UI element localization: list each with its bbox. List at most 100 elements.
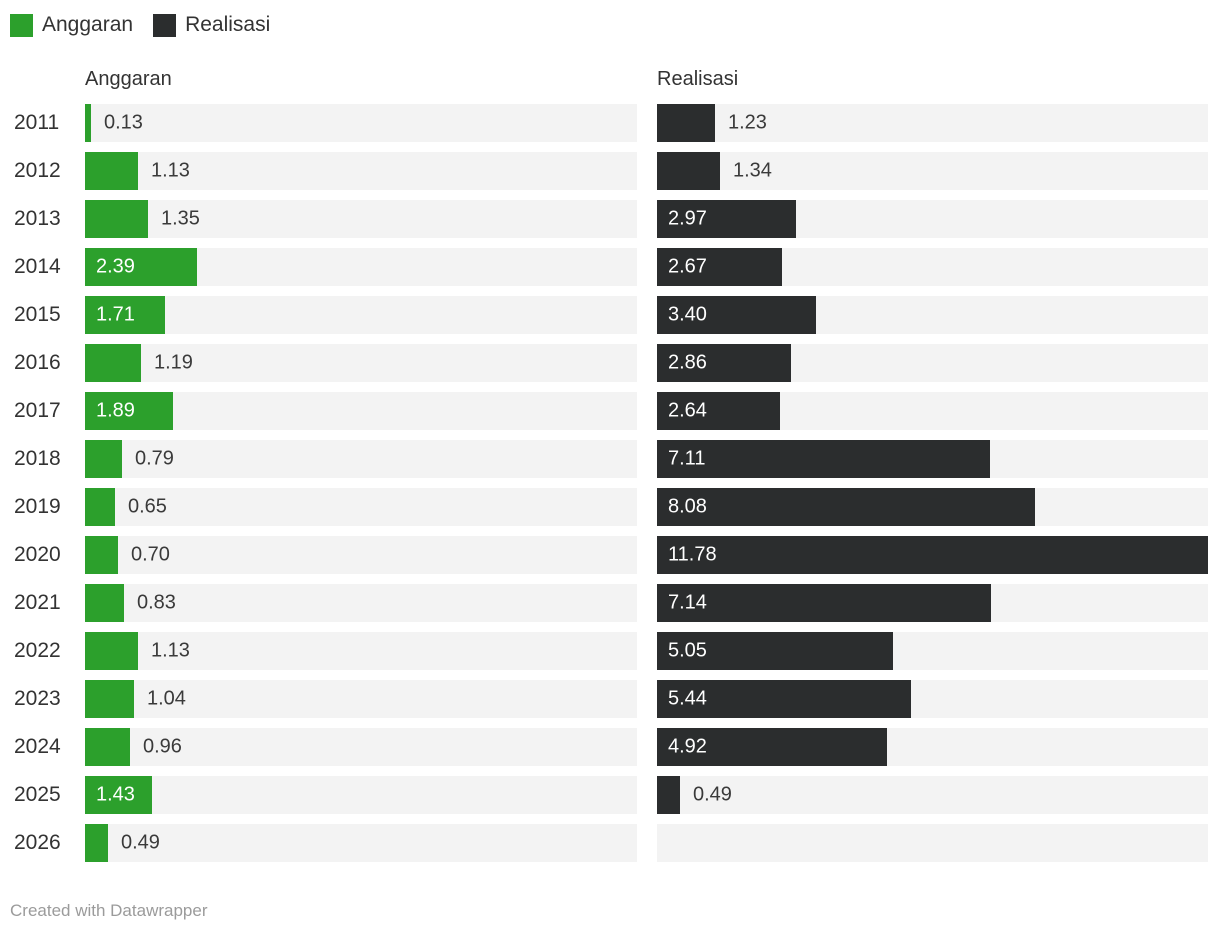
year-label: 2020	[14, 543, 61, 566]
anggaran-value-label: 1.13	[151, 159, 190, 182]
chart-row: 2025 1.43 0.49	[0, 776, 1220, 814]
realisasi-value-label: 0.49	[693, 783, 732, 806]
realisasi-value-label: 1.23	[728, 111, 767, 134]
realisasi-value-label: 7.11	[668, 447, 706, 470]
anggaran-value-label: 0.13	[104, 111, 143, 134]
realisasi-bar	[657, 152, 720, 190]
anggaran-track: 0.83	[85, 584, 637, 622]
anggaran-track: 0.96	[85, 728, 637, 766]
anggaran-bar	[85, 344, 141, 382]
anggaran-value-label: 0.70	[131, 543, 170, 566]
chart-row: 2018 0.79 7.11	[0, 440, 1220, 478]
anggaran-bar	[85, 824, 108, 862]
anggaran-bar	[85, 248, 197, 286]
anggaran-value-label: 1.43	[96, 783, 135, 806]
anggaran-track: 1.71	[85, 296, 637, 334]
chart-row: 2015 1.71 3.40	[0, 296, 1220, 334]
datawrapper-attribution-link[interactable]: Created with Datawrapper	[10, 901, 208, 920]
chart-row: 2012 1.13 1.34	[0, 152, 1220, 190]
anggaran-track: 1.43	[85, 776, 637, 814]
anggaran-value-label: 0.96	[143, 735, 182, 758]
column-header-anggaran: Anggaran	[85, 68, 172, 90]
realisasi-bar	[657, 440, 990, 478]
realisasi-bar	[657, 536, 1208, 574]
realisasi-value-label: 2.67	[668, 255, 707, 278]
anggaran-bar	[85, 728, 130, 766]
realisasi-bar	[657, 104, 715, 142]
anggaran-value-label: 1.19	[154, 351, 193, 374]
anggaran-bar	[85, 200, 148, 238]
anggaran-bar	[85, 440, 122, 478]
year-label: 2023	[14, 687, 61, 710]
realisasi-track: 1.34	[657, 152, 1208, 190]
anggaran-value-label: 0.49	[121, 831, 160, 854]
realisasi-bar	[657, 488, 1035, 526]
chart-row: 2013 1.35 2.97	[0, 200, 1220, 238]
realisasi-bar	[657, 200, 796, 238]
year-label: 2016	[14, 351, 61, 374]
realisasi-value-label: 2.64	[668, 399, 707, 422]
year-label: 2011	[14, 111, 60, 134]
anggaran-track: 0.65	[85, 488, 637, 526]
legend: Anggaran Realisasi	[10, 13, 270, 37]
chart-row: 2023 1.04 5.44	[0, 680, 1220, 718]
anggaran-value-label: 1.13	[151, 639, 190, 662]
anggaran-bar	[85, 392, 173, 430]
year-label: 2012	[14, 159, 61, 182]
anggaran-track: 1.89	[85, 392, 637, 430]
anggaran-value-label: 1.89	[96, 399, 135, 422]
realisasi-value-label: 11.78	[668, 543, 717, 566]
anggaran-track: 1.13	[85, 632, 637, 670]
realisasi-track: 1.23	[657, 104, 1208, 142]
realisasi-value-label: 3.40	[668, 303, 707, 326]
anggaran-track: 0.13	[85, 104, 637, 142]
legend-item-realisasi: Realisasi	[153, 13, 270, 37]
realisasi-swatch-icon	[153, 13, 177, 37]
legend-item-anggaran: Anggaran	[10, 13, 133, 37]
anggaran-bar	[85, 584, 124, 622]
realisasi-value-label: 5.44	[668, 687, 707, 710]
anggaran-bar	[85, 632, 138, 670]
realisasi-value-label: 2.86	[668, 351, 707, 374]
realisasi-track: 2.64	[657, 392, 1208, 430]
chart-rows: 2011 0.13 1.23 2012 1.13 1.34 2013 1.35 …	[0, 104, 1220, 872]
year-label: 2017	[14, 399, 61, 422]
anggaran-bar	[85, 488, 115, 526]
anggaran-track: 1.13	[85, 152, 637, 190]
realisasi-value-label: 1.34	[733, 159, 772, 182]
anggaran-value-label: 1.35	[161, 207, 200, 230]
year-label: 2026	[14, 831, 61, 854]
realisasi-track: 8.08	[657, 488, 1208, 526]
year-label: 2021	[14, 591, 61, 614]
realisasi-track: 5.44	[657, 680, 1208, 718]
realisasi-track: 3.40	[657, 296, 1208, 334]
year-label: 2019	[14, 495, 61, 518]
year-label: 2025	[14, 783, 61, 806]
chart-row: 2014 2.39 2.67	[0, 248, 1220, 286]
anggaran-value-label: 0.65	[128, 495, 167, 518]
realisasi-track: 11.78	[657, 536, 1208, 574]
realisasi-value-label: 2.97	[668, 207, 707, 230]
realisasi-bar	[657, 584, 991, 622]
realisasi-track: 5.05	[657, 632, 1208, 670]
anggaran-bar	[85, 776, 152, 814]
realisasi-bar	[657, 728, 887, 766]
year-label: 2013	[14, 207, 61, 230]
chart-row: 2021 0.83 7.14	[0, 584, 1220, 622]
chart-row: 2016 1.19 2.86	[0, 344, 1220, 382]
chart-row: 2019 0.65 8.08	[0, 488, 1220, 526]
anggaran-bar	[85, 680, 134, 718]
anggaran-bar	[85, 296, 165, 334]
realisasi-bar	[657, 632, 893, 670]
anggaran-track: 0.49	[85, 824, 637, 862]
realisasi-bar	[657, 296, 816, 334]
anggaran-value-label: 0.83	[137, 591, 176, 614]
realisasi-bar	[657, 776, 680, 814]
realisasi-track	[657, 824, 1208, 862]
year-label: 2018	[14, 447, 61, 470]
realisasi-bar	[657, 392, 780, 430]
anggaran-swatch-icon	[10, 13, 33, 37]
realisasi-bar	[657, 248, 782, 286]
anggaran-bar	[85, 152, 138, 190]
